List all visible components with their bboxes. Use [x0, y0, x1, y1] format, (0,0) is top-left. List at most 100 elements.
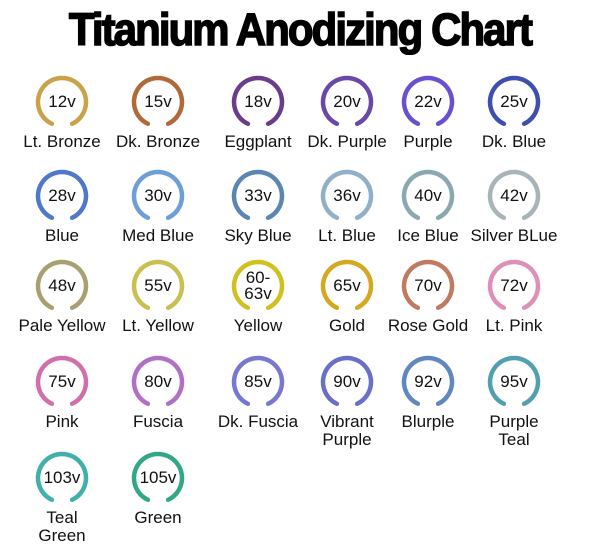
ring-swatch: 22v Purple	[378, 72, 478, 151]
color-name: Eggplant	[224, 132, 292, 151]
voltage-label: 103v	[43, 468, 81, 487]
ring-icon	[131, 355, 185, 407]
voltage-label: 40v	[414, 186, 442, 205]
color-name: Lt. Bronze	[23, 132, 101, 151]
ring-swatch: 18v Eggplant	[208, 72, 308, 151]
ring-icon	[401, 75, 455, 127]
ring-icon	[487, 259, 541, 311]
ring-swatch: 12v Lt. Bronze	[12, 72, 112, 151]
ring-swatch: 36v Lt. Blue	[297, 166, 397, 245]
ring-arc	[131, 355, 185, 407]
color-name: Ice Blue	[397, 226, 459, 245]
ring-icon	[401, 355, 455, 407]
ring-arc	[131, 169, 185, 221]
ring-icon	[35, 75, 89, 127]
voltage-label: 80v	[144, 372, 172, 391]
color-name: Gold	[329, 316, 365, 335]
ring-arc	[320, 169, 374, 221]
ring-icon	[131, 75, 185, 127]
ring-swatch: 55v Lt. Yellow	[108, 256, 208, 335]
ring-arc	[401, 75, 455, 127]
ring-swatch: 30v Med Blue	[108, 166, 208, 245]
voltage-label: 28v	[48, 186, 76, 205]
color-name: Lt. Blue	[318, 226, 376, 245]
color-name: Dk. Fuscia	[217, 412, 299, 431]
voltage-label: 48v	[48, 276, 76, 295]
ring-arc	[320, 259, 374, 311]
ring-swatch: 25v Dk. Blue	[464, 72, 564, 151]
voltage-label: 85v	[244, 372, 272, 391]
ring-icon	[35, 355, 89, 407]
ring-swatch: 92v Blurple	[378, 352, 478, 431]
ring-arc	[320, 75, 374, 127]
ring-icon	[320, 355, 374, 407]
ring-arc	[131, 451, 185, 503]
ring-swatch: 70v Rose Gold	[378, 256, 478, 335]
ring-arc	[231, 169, 285, 221]
color-name: Dk. Blue	[481, 132, 547, 151]
color-name: Med Blue	[122, 226, 194, 245]
ring-swatch: 75v Pink	[12, 352, 112, 431]
ring-icon	[35, 259, 89, 311]
ring-icon	[320, 259, 374, 311]
color-name: Sky Blue	[224, 226, 292, 245]
color-name: Purple	[403, 132, 453, 151]
ring-swatch: 103v Teal Green	[12, 448, 112, 545]
color-name: Blurple	[401, 412, 455, 431]
ring-arc	[401, 355, 455, 407]
color-name: Dk. Bronze	[115, 132, 201, 151]
ring-swatch: 90v Vibrant Purple	[297, 352, 397, 449]
voltage-label: 90v	[333, 372, 361, 391]
voltage-label: 22v	[414, 92, 442, 111]
color-name: Fuscia	[132, 412, 184, 431]
voltage-label: 30v	[144, 186, 172, 205]
ring-arc	[487, 169, 541, 221]
ring-swatch: 42v Silver BLue	[464, 166, 564, 245]
ring-swatch: 65v Gold	[297, 256, 397, 335]
ring-swatch: 80v Fuscia	[108, 352, 208, 431]
voltage-label: 95v	[500, 372, 528, 391]
voltage-label: 105v	[139, 468, 177, 487]
ring-arc	[401, 259, 455, 311]
voltage-label: 92v	[414, 372, 442, 391]
color-name: Silver BLue	[470, 226, 558, 245]
ring-swatch: 105v Green	[108, 448, 208, 527]
voltage-label: 70v	[414, 276, 442, 295]
voltage-label: 12v	[48, 92, 76, 111]
ring-arc	[401, 169, 455, 221]
ring-arc	[35, 355, 89, 407]
ring-arc	[131, 259, 185, 311]
ring-icon	[35, 451, 89, 503]
ring-icon	[487, 75, 541, 127]
ring-arc	[35, 259, 89, 311]
ring-swatch: 15v Dk. Bronze	[108, 72, 208, 151]
ring-icon	[131, 451, 185, 503]
ring-icon	[231, 169, 285, 221]
ring-arc	[131, 75, 185, 127]
ring-arc	[487, 259, 541, 311]
ring-arc	[35, 75, 89, 127]
ring-icon	[231, 75, 285, 127]
color-name: Pink	[45, 412, 79, 431]
ring-swatch: 48v Pale Yellow	[12, 256, 112, 335]
ring-swatch: 95v Purple Teal	[464, 352, 564, 449]
ring-icon	[231, 259, 285, 311]
ring-icon	[320, 169, 374, 221]
voltage-label: 33v	[244, 186, 272, 205]
ring-swatch: 85v Dk. Fuscia	[208, 352, 308, 431]
voltage-label: 25v	[500, 92, 528, 111]
chart-title: Titanium Anodizing Chart	[68, 3, 533, 56]
voltage-label: 20v	[333, 92, 361, 111]
color-name: Lt. Yellow	[122, 316, 194, 335]
color-name: Green	[134, 508, 182, 527]
color-name: Dk. Purple	[307, 132, 387, 151]
color-name: Yellow	[233, 316, 283, 335]
voltage-label: 42v	[500, 186, 528, 205]
color-name: Rose Gold	[387, 316, 469, 335]
ring-swatch: 28v Blue	[12, 166, 112, 245]
ring-icon	[231, 355, 285, 407]
color-name: Blue	[44, 226, 80, 245]
ring-arc	[231, 259, 285, 311]
color-name: Purple Teal	[489, 412, 539, 449]
ring-arc	[487, 75, 541, 127]
